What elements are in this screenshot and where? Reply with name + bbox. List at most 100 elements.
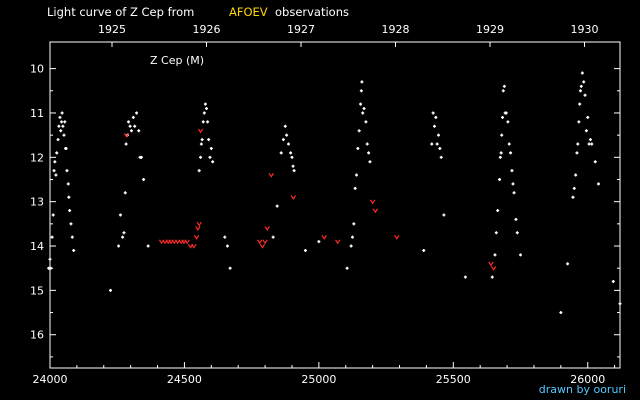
visual-observation-point [582, 80, 586, 84]
visual-observation-point [463, 275, 467, 279]
chart-heading-source: AFOEV [229, 5, 268, 19]
x-tick-label: 26000 [570, 373, 605, 386]
visual-observation-point [593, 160, 597, 164]
visual-observation-point [359, 102, 363, 106]
visual-observation-point [494, 231, 498, 235]
visual-observation-point [70, 235, 74, 239]
visual-observation-point [357, 129, 361, 133]
chart-heading-suffix: observations [275, 5, 350, 19]
visual-observation-point [430, 142, 434, 146]
visual-observation-point [572, 186, 576, 190]
visual-observation-point [438, 146, 442, 150]
visual-observation-point [434, 115, 438, 119]
visual-observation-point [345, 266, 349, 270]
fainter-than-marker [195, 226, 201, 231]
visual-observation-point [355, 173, 359, 177]
visual-observation-point [122, 231, 126, 235]
visual-observation-point [285, 133, 289, 137]
visual-observation-point [510, 169, 514, 173]
visual-observation-point [108, 288, 112, 292]
visual-observation-point [566, 262, 570, 266]
visual-observation-point [275, 204, 279, 208]
visual-observation-point [317, 240, 321, 244]
visual-observation-point [197, 169, 201, 173]
visual-observation-point [290, 155, 294, 159]
fainter-than-marker [123, 133, 130, 138]
fainter-than-marker [264, 226, 270, 231]
visual-observation-point [207, 138, 211, 142]
visual-observation-point [201, 120, 205, 124]
visual-observation-point [580, 71, 584, 75]
fainter-than-marker [184, 239, 190, 245]
visual-observation-point [291, 164, 295, 168]
visual-observation-point [303, 248, 307, 252]
visual-observation-point [511, 182, 515, 186]
visual-observation-point [583, 93, 587, 97]
visual-observation-point [356, 146, 360, 150]
visual-observation-point [361, 111, 365, 115]
visual-observation-point [435, 142, 439, 146]
visual-observation-point [228, 266, 232, 270]
visual-observation-point [512, 191, 516, 195]
visual-observation-point [289, 151, 293, 155]
visual-observation-point [208, 155, 212, 159]
visual-observation-point [271, 235, 275, 239]
credit-label: drawn by ooruri [538, 383, 626, 396]
visual-observation-point [506, 120, 510, 124]
fainter-than-marker [197, 128, 204, 134]
visual-observation-point [498, 177, 502, 181]
visual-observation-point [199, 155, 203, 159]
x-axis-ticks: 24000 24500 25000 25500 26000 [33, 362, 616, 386]
top-tick-label: 1929 [476, 23, 504, 36]
visual-observation-point [51, 213, 55, 217]
chart-heading-prefix: Light curve of Z Cep from [47, 5, 195, 19]
visual-observation-point [118, 213, 122, 217]
visual-observation-point [58, 115, 62, 119]
visual-observation-point [587, 142, 591, 146]
visual-observation-point [509, 151, 513, 155]
visual-observation-point [437, 133, 441, 137]
visual-observation-point [611, 280, 615, 284]
visual-observation-point [501, 115, 505, 119]
y-axis-ticks: 10 11 12 13 14 15 16 [30, 63, 620, 358]
visual-observation-point [359, 89, 363, 93]
plot-frame [49, 41, 621, 369]
visual-observation-point [349, 244, 353, 248]
visual-observation-point [63, 120, 67, 124]
y-tick-label: 16 [30, 329, 44, 342]
visual-observation-point [590, 142, 594, 146]
visual-observation-point [496, 209, 500, 213]
visual-observation-point [439, 155, 443, 159]
visual-observation-point [588, 138, 592, 142]
visual-observation-point [501, 89, 505, 93]
visual-observation-point [223, 235, 227, 239]
visual-observation-point [68, 209, 72, 213]
fainter-than-marker [369, 199, 376, 205]
fainter-than-marker [268, 172, 274, 178]
visual-observation-point [124, 142, 128, 146]
fainter-than-marker [262, 239, 268, 245]
visual-observation-point [364, 120, 368, 124]
visual-observation-point [431, 111, 435, 115]
top-tick-label: 1928 [382, 23, 410, 36]
visual-observation-point [137, 129, 141, 133]
y-tick-label: 12 [30, 151, 44, 164]
visual-observation-point [123, 191, 127, 195]
visual-observation-point [559, 311, 563, 315]
visual-observation-point [142, 177, 146, 181]
visual-observation-point [60, 111, 64, 115]
y-tick-label: 13 [30, 196, 44, 209]
visual-observation-point [596, 182, 600, 186]
visual-observation-point [499, 151, 503, 155]
fainter-than-marker [193, 235, 200, 240]
visual-observation-point [584, 129, 588, 133]
visual-observation-point [139, 155, 143, 159]
fainter-than-marker [394, 235, 400, 240]
top-axis-year-ticks: 1925 1926 1927 1928 1929 1930 [98, 23, 599, 47]
visual-observation-point [442, 213, 446, 217]
visual-observation-point [353, 186, 357, 190]
visual-observation-point [129, 129, 133, 133]
visual-observation-point [571, 195, 575, 199]
visual-observation-point [360, 80, 364, 84]
visual-observation-point [48, 257, 52, 261]
